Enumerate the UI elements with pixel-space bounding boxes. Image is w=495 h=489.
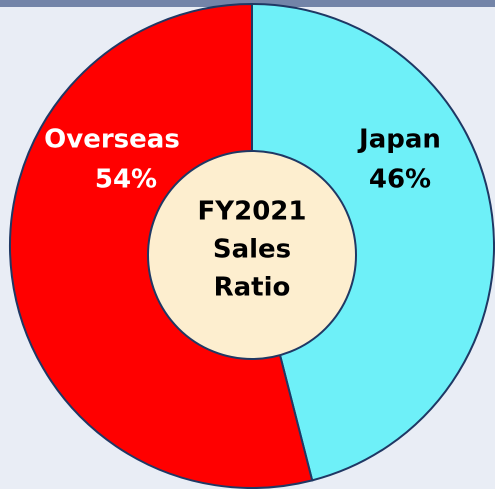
slice-value: 46% [369, 165, 431, 195]
center-title: Ratio [214, 273, 291, 303]
slice [251, 2, 495, 482]
slice-name: Overseas [44, 125, 180, 155]
slice-name: Japan [357, 125, 441, 155]
labels: Japan 46% Overseas 54% FY2021 Sales Ratio [44, 125, 441, 303]
slice-value: 54% [95, 165, 157, 195]
center-title: FY2021 [198, 197, 307, 227]
center-hole [147, 150, 357, 360]
center-title: Sales [213, 235, 291, 265]
